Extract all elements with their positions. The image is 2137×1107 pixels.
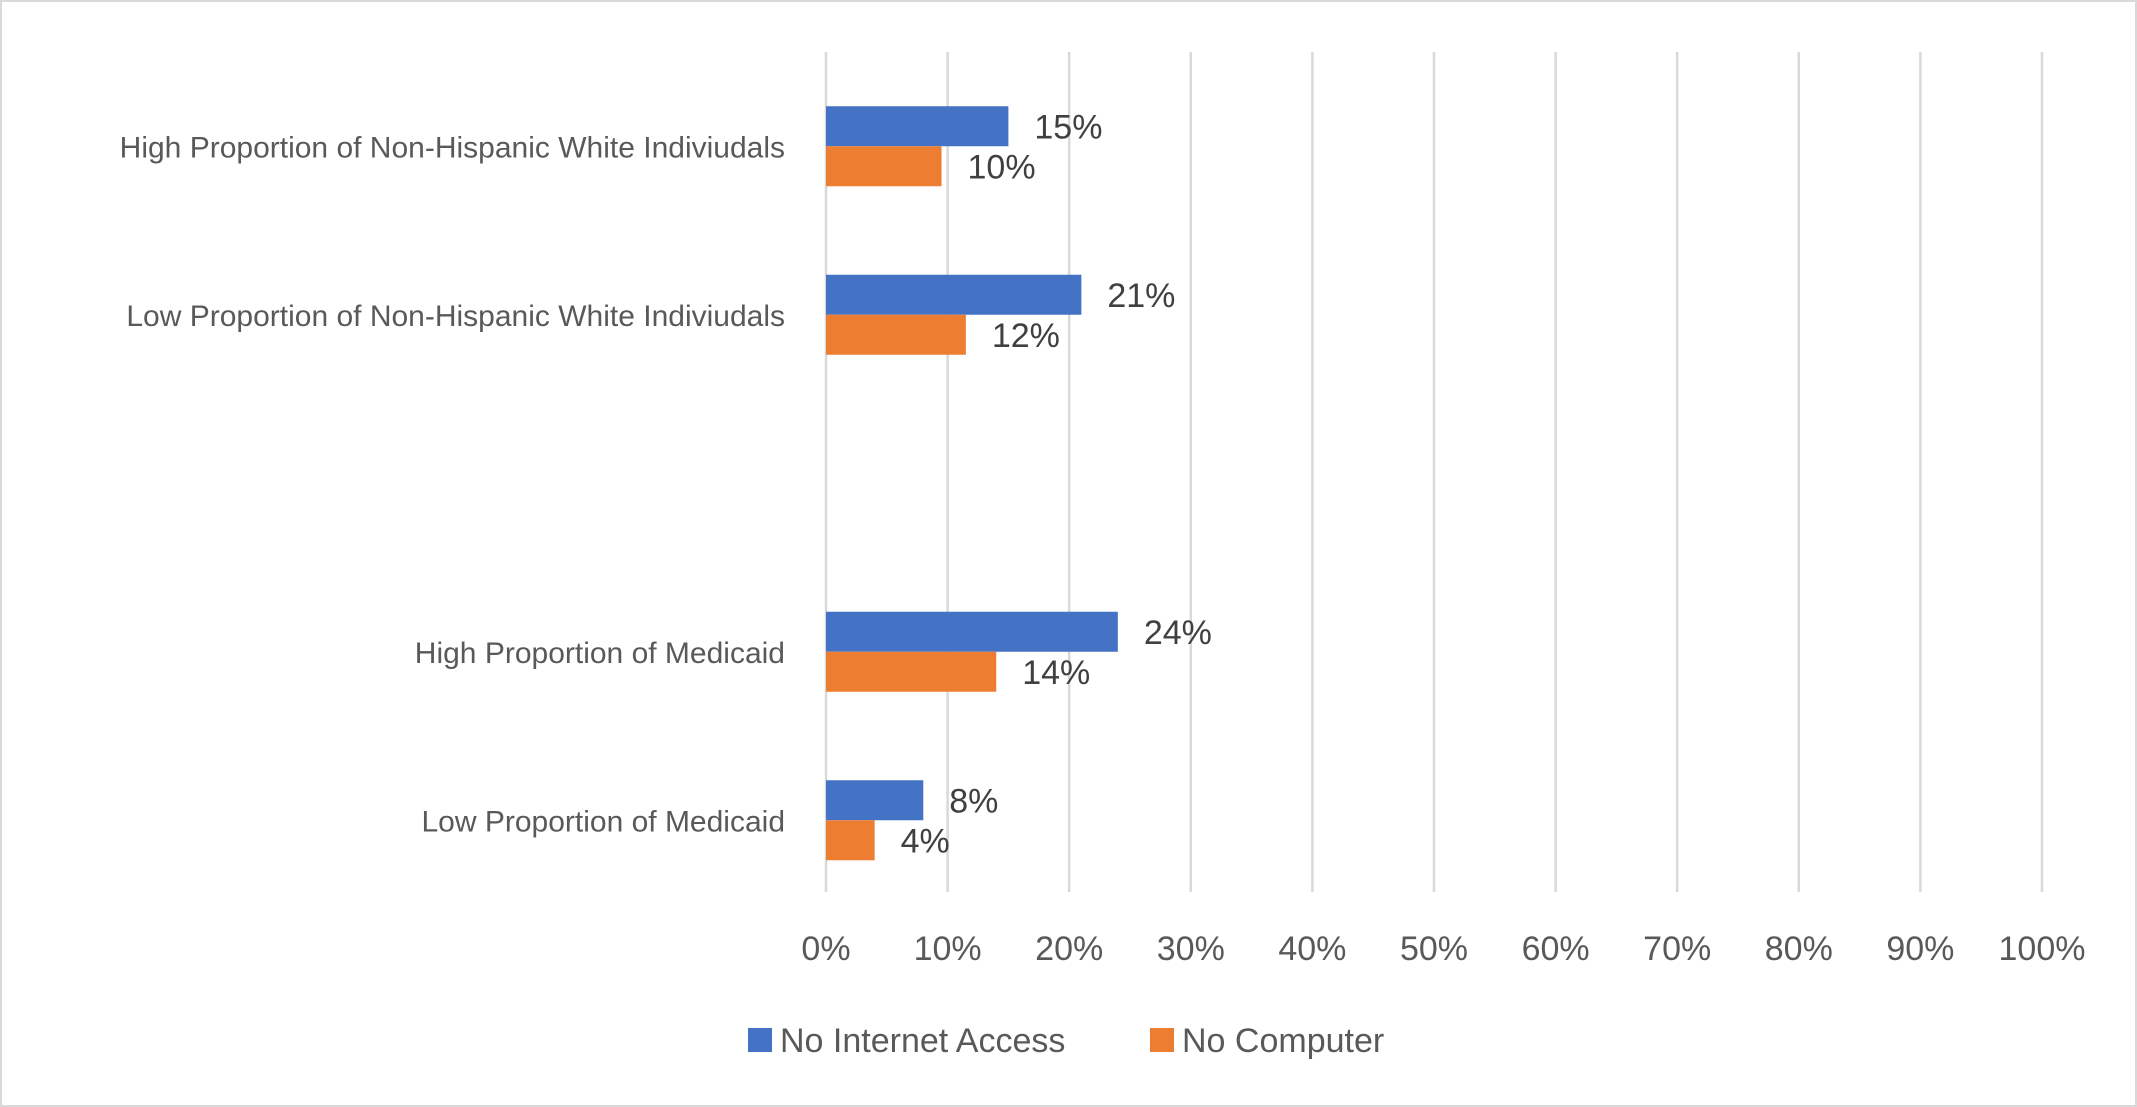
data-label: 15% — [1034, 108, 1102, 146]
category-label: High Proportion of Non-Hispanic White In… — [120, 131, 785, 164]
bar-no-internet-access — [826, 274, 1082, 315]
data-label: 14% — [1022, 654, 1090, 692]
data-label: 10% — [968, 148, 1036, 186]
x-tick-label: 20% — [1035, 930, 1103, 968]
x-tick-label: 30% — [1157, 930, 1225, 968]
x-tick-label: 100% — [1999, 930, 2086, 968]
legend: No Internet Access No Computer — [748, 1022, 1384, 1060]
data-label: 12% — [992, 317, 1060, 355]
data-labels: 15%10% 21% 12% 24% 14% 8%4% — [901, 108, 1212, 860]
x-tick-label: 0% — [801, 930, 850, 968]
legend-label: No Computer — [1182, 1022, 1384, 1060]
category-labels: High Proportion of Non-Hispanic White In… — [120, 131, 785, 838]
bar-no-internet-access — [826, 780, 924, 821]
category-label: High Proportion of Medicaid — [415, 637, 785, 670]
bar-no-computer — [826, 146, 942, 187]
bar-no-computer — [826, 820, 875, 861]
bar-no-computer — [826, 651, 997, 692]
legend-label: No Internet Access — [780, 1022, 1065, 1060]
legend-swatch — [748, 1028, 772, 1052]
bars — [826, 106, 1118, 861]
x-tick-label: 40% — [1278, 930, 1346, 968]
data-label: 8% — [949, 782, 998, 820]
x-tick-label: 60% — [1522, 930, 1590, 968]
x-tick-label: 80% — [1765, 930, 1833, 968]
bar-no-computer — [826, 314, 966, 355]
bar-no-internet-access — [826, 611, 1118, 652]
category-label: Low Proportion of Medicaid — [421, 805, 785, 838]
x-tick-label: 50% — [1400, 930, 1468, 968]
data-label: 21% — [1107, 277, 1175, 315]
bar-no-internet-access — [826, 106, 1009, 147]
x-tick-label: 10% — [914, 930, 982, 968]
legend-swatch — [1150, 1028, 1174, 1052]
x-axis-tick-labels: 0% 10% 20% 30% 40% 50% 60% 70% 80% 90% 100% — [801, 930, 2085, 968]
x-tick-label: 70% — [1643, 930, 1711, 968]
gridlines — [824, 52, 2044, 892]
data-label: 4% — [901, 822, 950, 860]
data-label: 24% — [1144, 614, 1212, 652]
x-tick-label: 90% — [1886, 930, 1954, 968]
category-label: Low Proportion of Non-Hispanic White Ind… — [126, 300, 785, 333]
